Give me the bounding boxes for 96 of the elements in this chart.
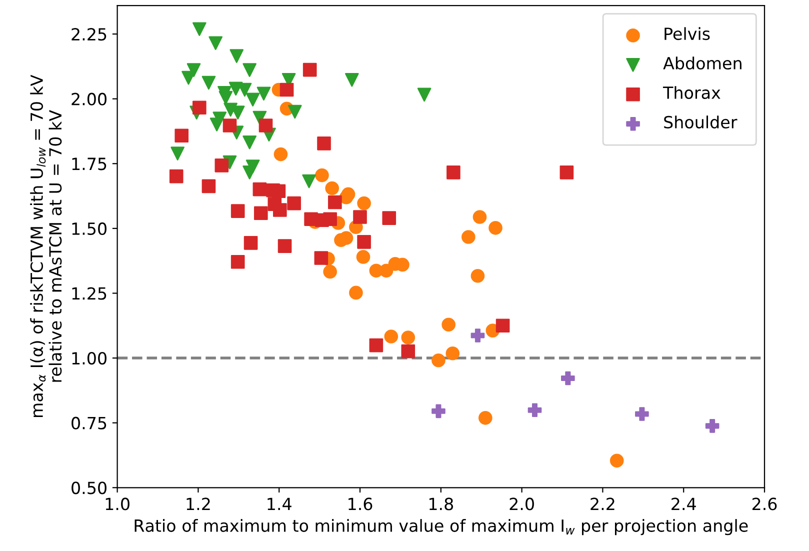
- point: [442, 318, 456, 332]
- y-tick-label: 1.00: [72, 352, 106, 365]
- y-tick-label: 0.75: [72, 416, 106, 430]
- legend-label: Pelvis: [664, 27, 710, 40]
- point: [202, 76, 216, 90]
- point: [610, 454, 624, 468]
- point: [353, 210, 367, 224]
- point: [462, 230, 476, 244]
- point: [417, 88, 432, 102]
- point: [323, 212, 337, 226]
- point: [272, 184, 286, 198]
- point: [170, 146, 184, 160]
- x-tick-label: 1.4: [268, 498, 292, 510]
- point: [635, 407, 649, 421]
- point: [230, 254, 245, 269]
- point: [369, 338, 384, 352]
- point: [328, 195, 342, 210]
- point: [274, 147, 288, 162]
- x-tick-label: 2.2: [590, 498, 614, 510]
- point: [254, 206, 268, 220]
- legend-label: Abdomen: [663, 56, 742, 70]
- legend-label: Thorax: [662, 86, 720, 100]
- point: [315, 168, 329, 182]
- x-tick-label: 2.0: [510, 498, 534, 510]
- point: [345, 72, 359, 87]
- point: [349, 286, 363, 300]
- point: [302, 62, 317, 77]
- point: [252, 182, 267, 196]
- x-tick-label: 2.6: [752, 498, 777, 510]
- point: [323, 264, 337, 279]
- point: [496, 318, 510, 333]
- point: [214, 158, 229, 172]
- point: [192, 22, 206, 36]
- point: [208, 36, 223, 50]
- y-tick-label: 2.25: [72, 28, 106, 41]
- point: [242, 135, 256, 150]
- point: [705, 419, 720, 433]
- point: [258, 118, 273, 132]
- point: [334, 233, 348, 247]
- point: [478, 411, 492, 425]
- point: [401, 330, 416, 344]
- point: [432, 353, 446, 368]
- x-axis-title: Ratio of maximum to minimum value of maximum I$_{w}$ per projection angle: [134, 519, 748, 536]
- y-tick-label: 2.00: [72, 92, 106, 106]
- point: [218, 90, 233, 105]
- x-tick-label: 1.0: [106, 498, 130, 510]
- point: [242, 166, 256, 180]
- point: [446, 166, 460, 180]
- point: [273, 203, 287, 217]
- point: [561, 371, 575, 386]
- point: [357, 196, 371, 210]
- point: [210, 118, 224, 132]
- y-tick-label: 1.75: [72, 158, 106, 170]
- point: [317, 136, 331, 150]
- point: [244, 236, 258, 250]
- point: [488, 221, 502, 235]
- point: [384, 330, 398, 344]
- x-tick-label: 1.2: [186, 498, 210, 510]
- y-tick-label: 1.50: [72, 222, 106, 235]
- point: [246, 92, 260, 107]
- point: [287, 196, 301, 210]
- point: [242, 63, 256, 77]
- y-axis-title: max$_{α}$ I(α) of riskTCTVM with U$_{low}$ = 70 kV relative to mAsTCM at U = 70 kV: [30, 74, 62, 418]
- point: [230, 49, 244, 63]
- x-tick-label: 2.4: [672, 498, 696, 510]
- point: [192, 100, 206, 115]
- point: [472, 210, 487, 224]
- point: [169, 169, 184, 184]
- point: [302, 174, 316, 188]
- point: [446, 346, 460, 360]
- point: [230, 204, 245, 218]
- legend-label: Shoulder: [664, 116, 738, 128]
- point: [280, 82, 294, 97]
- point: [470, 268, 485, 283]
- point: [222, 118, 237, 132]
- point: [357, 235, 371, 249]
- point: [278, 239, 292, 253]
- x-tick-label: 1.6: [348, 498, 372, 510]
- point: [256, 86, 271, 101]
- point: [382, 211, 396, 225]
- y-tick-label: 1.25: [72, 287, 106, 300]
- point: [174, 128, 189, 143]
- point: [528, 403, 542, 418]
- y-tick-label: 0.50: [72, 482, 106, 494]
- point: [339, 190, 354, 204]
- point: [314, 251, 328, 265]
- x-tick-label: 1.8: [429, 498, 454, 510]
- point: [202, 179, 216, 194]
- point: [379, 264, 394, 278]
- point: [432, 404, 446, 418]
- point: [356, 250, 370, 264]
- point: [325, 181, 339, 196]
- point: [288, 104, 302, 119]
- point: [560, 166, 574, 180]
- point: [470, 328, 485, 342]
- point: [401, 344, 416, 358]
